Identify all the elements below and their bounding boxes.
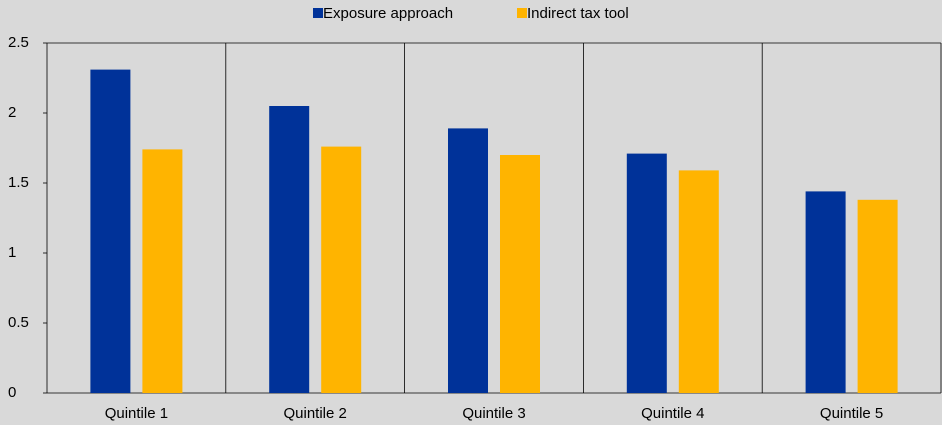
y-tick-label: 0.5 [8,314,29,331]
legend-label: Exposure approach [323,5,453,22]
bar [857,199,898,393]
bar [269,106,310,393]
y-tick-label: 1 [8,244,16,261]
x-tick-label: Quintile 1 [105,405,168,422]
y-tick-label: 2.5 [8,34,29,51]
x-tick-label: Quintile 3 [462,405,525,422]
bar [805,191,846,393]
bar [678,170,719,393]
bar [500,155,540,393]
x-tick-label: Quintile 5 [820,405,883,422]
legend-swatch [517,8,527,18]
bar [448,128,488,393]
y-tick-label: 1.5 [8,174,29,191]
legend-swatch [313,8,323,18]
x-tick-label: Quintile 2 [284,405,347,422]
y-tick-label: 0 [8,384,16,401]
bar [321,146,362,393]
y-tick-label: 2 [8,104,16,121]
bar [142,149,183,393]
bar [90,69,131,393]
legend-label: Indirect tax tool [527,5,629,22]
bar [626,153,667,393]
x-tick-label: Quintile 4 [641,405,704,422]
